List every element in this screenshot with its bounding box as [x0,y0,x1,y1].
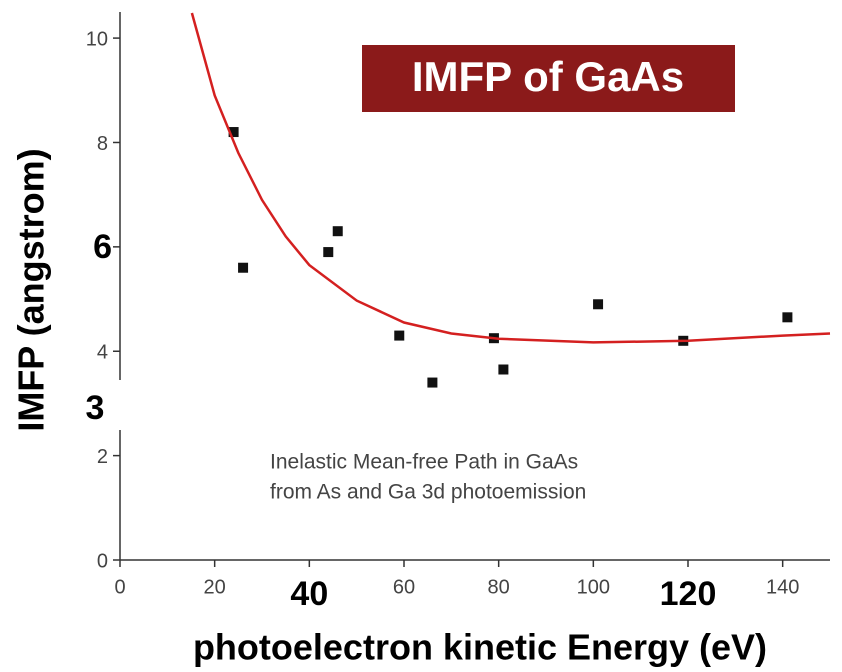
point [228,127,239,138]
x-tick-label: 60 [393,576,415,598]
point [593,299,604,310]
x-tick-label: 120 [660,575,717,613]
x-tick-label: 40 [290,575,328,613]
x-tick-label: 80 [488,576,510,598]
point [498,364,509,375]
annotation: from As and Ga 3d photoemission [270,481,586,504]
x-tick-label: 100 [577,576,610,598]
y-tick-label: 6 [93,228,112,266]
annotation: Inelastic Mean-free Path in GaAs [270,451,578,474]
point [427,377,438,388]
x-tick-label: 0 [114,576,125,598]
y-tick-label: 10 [86,28,108,50]
annotation: 3 [86,389,105,427]
axis-break [108,380,124,430]
x-tick-label: 20 [204,576,226,598]
y-tick-label: 2 [97,446,108,468]
fit-curve [190,12,831,344]
point [323,247,334,258]
point [238,262,249,273]
y-axis-title: IMFP (angstrom) [11,148,52,431]
y-tick-label: 0 [97,550,108,572]
y-tick-label: 4 [97,342,108,364]
x-axis-title: photoelectron kinetic Energy (eV) [193,627,767,668]
x-tick-label: 140 [766,576,799,598]
chart-title: IMFP of GaAs [412,53,684,100]
point [782,312,793,323]
point [332,226,343,237]
y-tick-label: 8 [97,133,108,155]
point [394,330,405,341]
title-box [362,45,735,112]
